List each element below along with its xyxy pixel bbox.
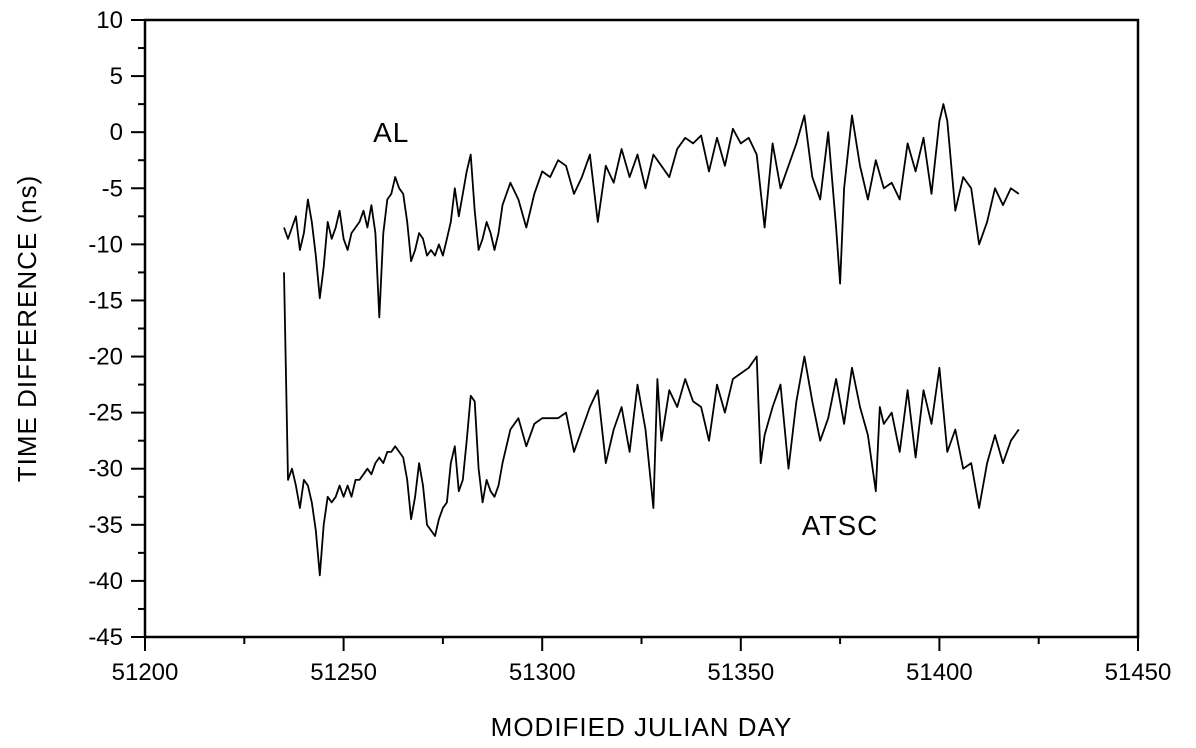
y-tick-label: 10 — [96, 7, 123, 34]
y-tick-label: -10 — [88, 231, 123, 258]
y-tick-label: 5 — [110, 63, 123, 90]
x-tick-label: 51350 — [707, 659, 774, 686]
y-tick-label: -15 — [88, 287, 123, 314]
plot-frame — [143, 18, 1140, 639]
y-tick-label: -30 — [88, 456, 123, 483]
x-tick-label: 51200 — [112, 659, 179, 686]
axis-ticks — [131, 19, 1139, 651]
y-tick-label: -5 — [102, 175, 123, 202]
y-tick-label: -45 — [88, 624, 123, 651]
series-label-2: ATSC — [802, 510, 879, 541]
series-line-1 — [283, 103, 1020, 319]
y-axis-title: TIME DIFFERENCE (ns) — [12, 175, 42, 482]
y-tick-label: -25 — [88, 400, 123, 427]
x-tick-label: 51300 — [509, 659, 576, 686]
y-tick-label: -20 — [88, 344, 123, 371]
x-tick-label: 51400 — [906, 659, 973, 686]
series-label-1: AL — [373, 117, 409, 148]
series-annotations: AL ATSC — [373, 117, 879, 541]
x-axis-title: MODIFIED JULIAN DAY — [491, 712, 793, 742]
y-tick-label: -40 — [88, 568, 123, 595]
x-tick-label: 51250 — [310, 659, 377, 686]
axis-tick-labels: 10 5 0 -5 -10 -15 -20 -25 -30 -35 -40 -45 51200 51250… — [88, 7, 1171, 686]
y-tick-label: -35 — [88, 512, 123, 539]
x-tick-label: 51450 — [1105, 659, 1172, 686]
y-tick-label: 0 — [110, 119, 123, 146]
series-line-2 — [283, 272, 1020, 577]
plot-series — [283, 103, 1020, 577]
